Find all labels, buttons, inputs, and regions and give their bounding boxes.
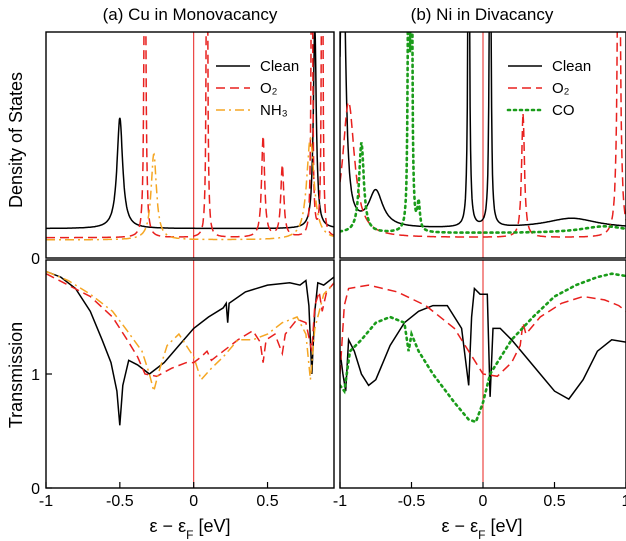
- series-line-clean: [340, 32, 626, 228]
- x-tick-label: -1: [333, 493, 347, 510]
- series-line-nh: [46, 270, 334, 392]
- x-tick-label: 0: [189, 493, 198, 510]
- series-line-co: [340, 272, 626, 424]
- x-tick-label: 0: [479, 493, 488, 510]
- series-line-co: [340, 32, 626, 234]
- x-tick-label: 0.5: [256, 493, 278, 510]
- panel-2: Clean O₂ CO: [339, 31, 626, 259]
- x-tick-label: -1: [39, 493, 53, 510]
- panel-b-title: (b) Ni in Divacancy: [411, 5, 554, 24]
- series-line-clean: [46, 32, 334, 230]
- x-tick-label: -0.5: [398, 493, 426, 510]
- series-line-nh: [46, 136, 334, 241]
- transmission-axis-label: Transmission: [6, 322, 26, 428]
- legend-label: O₂: [552, 80, 570, 97]
- plot-frame: [45, 259, 335, 489]
- x-tick-label: 0.5: [543, 493, 565, 510]
- legend-label: NH₃: [260, 102, 288, 119]
- panel-a-title: (a) Cu in Monovacancy: [103, 5, 278, 24]
- panel-1: Clean O₂ NH₃: [45, 31, 335, 259]
- legend-label: O₂: [260, 80, 278, 97]
- plot-frame: [339, 31, 626, 259]
- series-line-o: [46, 273, 334, 378]
- x-tick-label: -0.5: [106, 493, 134, 510]
- legend-label: Clean: [260, 58, 299, 75]
- series-line-o: [46, 32, 334, 239]
- series-line-o: [340, 32, 626, 238]
- dos-axis-label: Density of States: [6, 72, 26, 208]
- legend-label: CO: [552, 102, 575, 119]
- x-axis-label-left: ε − εF [eV]: [150, 516, 231, 541]
- panel-3: -1 -0.5 0 0.5 0 1: [31, 259, 335, 510]
- y-tick-label: 0: [31, 481, 40, 498]
- series-line-clean: [46, 270, 334, 426]
- x-tick-label: 1: [622, 493, 626, 510]
- x-axis-label-right: ε − εF [eV]: [442, 516, 523, 541]
- series-line-clean: [340, 286, 626, 401]
- series-line-o: [340, 284, 626, 378]
- legend-label: Clean: [552, 58, 591, 75]
- dos-zero-tick: 0: [31, 251, 40, 268]
- y-tick-label: 1: [31, 367, 40, 384]
- plot-frame: [45, 31, 335, 259]
- panel-4: -1 -0.5 0 0.5 1: [333, 259, 626, 510]
